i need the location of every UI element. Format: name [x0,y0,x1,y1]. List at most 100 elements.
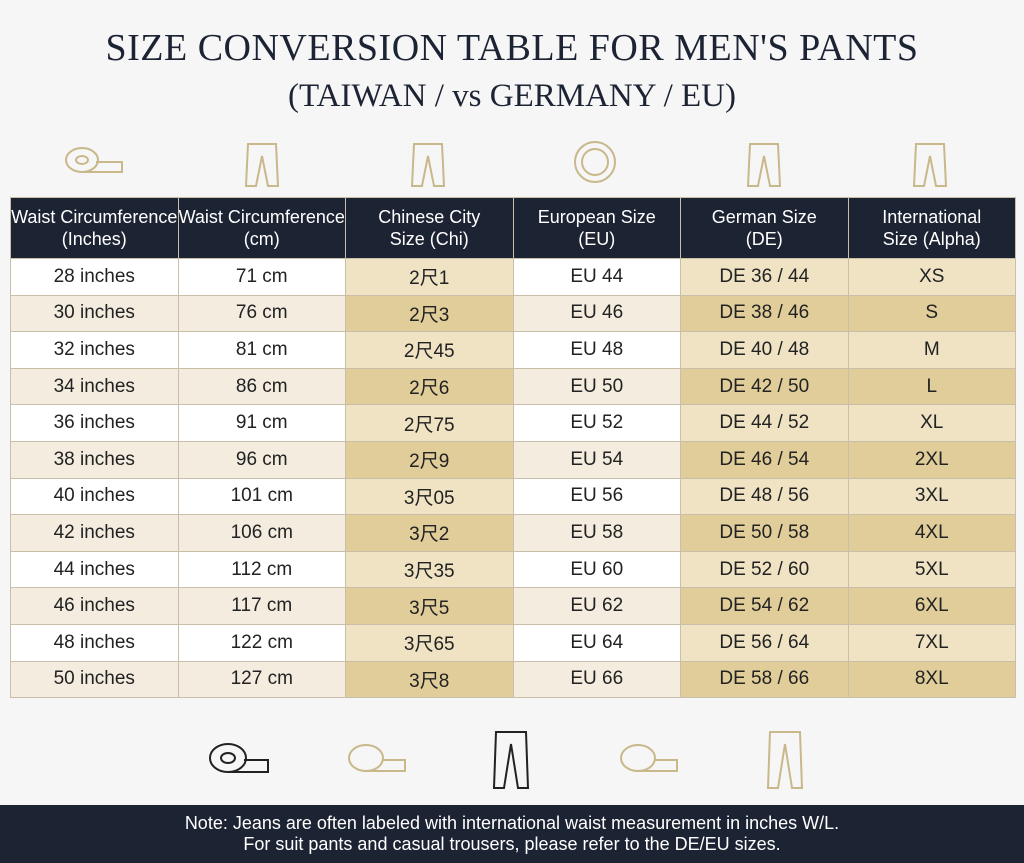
table-cell: 71 cm [178,259,345,295]
table-cell: 5XL [848,551,1015,588]
table-cell: DE 38 / 46 [681,295,848,332]
table-cell: EU 60 [513,551,680,588]
pants-icon [912,143,948,187]
table-cell: 2尺6 [346,368,513,405]
table-cell: 34 inches [11,368,178,405]
header-cell: European Size (EU) [513,198,680,258]
pants-icon [492,731,530,789]
tape-icon [209,743,269,773]
table-cell: 4XL [848,515,1015,551]
table-cell: 3尺8 [346,661,513,698]
table-cell: 91 cm [178,405,345,441]
table-cell: EU 48 [513,332,680,368]
subtitle: (TAIWAN / vs GERMANY / EU) [288,78,736,114]
table-cell: 44 inches [11,551,178,588]
header-line: (DE) [745,229,783,249]
header-cell: International Size (Alpha) [848,198,1015,258]
table-cell: 3尺35 [346,551,513,588]
pants-icon [244,143,280,187]
table-cell: EU 66 [513,661,680,698]
table-cell: 117 cm [178,588,345,624]
table-cell: 81 cm [178,332,345,368]
table-cell: EU 54 [513,441,680,478]
table-cell: 2尺9 [346,441,513,478]
pants-icon [746,143,782,187]
table-cell: 3尺2 [346,515,513,551]
table-cell: 8XL [848,661,1015,698]
table-cell: EU 52 [513,405,680,441]
table-cell: 3尺65 [346,624,513,661]
header-cell: Waist Circumference (cm) [178,198,345,258]
table-cell: 30 inches [11,295,178,332]
eu-icon [574,141,616,183]
header-cell: Waist Circumference (Inches) [11,198,178,258]
table-cell: EU 58 [513,515,680,551]
table-cell: DE 52 / 60 [681,551,848,588]
table-cell: DE 58 / 66 [681,661,848,698]
table-cell: 50 inches [11,661,178,698]
table-cell: DE 46 / 54 [681,441,848,478]
table-cell: DE 50 / 58 [681,515,848,551]
table-cell: DE 36 / 44 [681,259,848,295]
header-line: Size (Alpha) [882,229,981,249]
header-line: International [882,207,982,227]
table-cell: DE 44 / 52 [681,405,848,441]
header-line: European Size [537,207,656,227]
table-cell: XS [848,259,1015,295]
table-cell: 96 cm [178,441,345,478]
table-cell: 3XL [848,478,1015,515]
table-cell: 2尺45 [346,332,513,368]
table-cell: EU 44 [513,259,680,295]
table-cell: 32 inches [11,332,178,368]
header-line: (EU) [578,229,616,249]
table-cell: EU 50 [513,368,680,405]
table-cell: EU 46 [513,295,680,332]
table-cell: 106 cm [178,515,345,551]
table-cell: 2尺3 [346,295,513,332]
table-cell: EU 62 [513,588,680,624]
table-cell: EU 64 [513,624,680,661]
table-cell: 122 cm [178,624,345,661]
note-line: For suit pants and casual trousers, plea… [243,834,781,854]
table-cell: 127 cm [178,661,345,698]
header-cell: German Size (DE) [681,198,848,258]
icon-row [65,141,948,187]
table-cell: 112 cm [178,551,345,588]
table-cell: 46 inches [11,588,178,624]
note-line: Note: Jeans are often labeled with inter… [184,813,840,833]
pants-icon [410,143,446,187]
table-cell: 42 inches [11,515,178,551]
header-cell: Chinese City Size (Chi) [346,198,513,258]
header-line: (Inches) [61,229,127,249]
size-table: Waist Circumference (Inches) Waist Circumf… [10,197,1016,699]
table-cell: 76 cm [178,295,345,332]
table-cell: M [848,332,1015,368]
table-cell: 48 inches [11,624,178,661]
table-cell: 7XL [848,624,1015,661]
title: SIZE CONVERSION TABLE FOR MEN'S PANTS [105,27,919,69]
footer-note: Note: Jeans are often labeled with inter… [0,805,1024,863]
tape-icon [620,744,678,772]
header-line: (cm) [243,229,280,249]
tape-icon [348,744,406,772]
header-line: German Size [711,207,817,227]
table-cell: DE 48 / 56 [681,478,848,515]
table-cell: 3尺5 [346,588,513,624]
header-line: Size (Chi) [389,229,469,249]
header-line: Chinese City [378,207,481,227]
icon-row [209,731,804,789]
table-cell: EU 56 [513,478,680,515]
pants-icon [766,731,804,789]
table-cell: 28 inches [11,259,178,295]
table-cell: 40 inches [11,478,178,515]
table-cell: 101 cm [178,478,345,515]
table-cell: XL [848,405,1015,441]
table-cell: DE 40 / 48 [681,332,848,368]
table-cell: 2尺1 [346,259,513,295]
table-cell: DE 54 / 62 [681,588,848,624]
table-cell: 2XL [848,441,1015,478]
table-cell: 2尺75 [346,405,513,441]
table-cell: DE 56 / 64 [681,624,848,661]
tape-icon [65,147,123,173]
